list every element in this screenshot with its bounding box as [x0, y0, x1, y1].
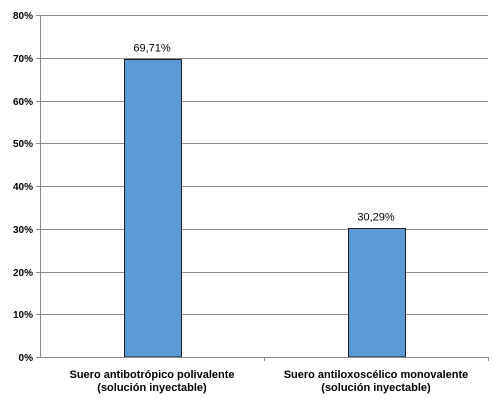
y-tick-label: 50%: [13, 139, 33, 150]
x-category-label: (solución inyectable): [97, 382, 207, 394]
x-axis: Suero antibotrópico polivalente(solución…: [40, 357, 489, 394]
grid: [40, 15, 488, 315]
data-labels: 69,71% 30,29%: [133, 43, 395, 224]
bars: [124, 59, 406, 358]
x-category-label: (solución inyectable): [321, 382, 431, 394]
data-label-1: 69,71%: [133, 43, 171, 55]
y-tick-label: 60%: [13, 97, 33, 108]
y-tick-label: 10%: [13, 310, 33, 321]
y-tick-label: 40%: [13, 182, 33, 193]
y-tick-label: 20%: [13, 268, 33, 279]
y-tick-label: 30%: [13, 225, 33, 236]
y-tick-label: 70%: [13, 54, 33, 65]
y-tick-label: 80%: [13, 11, 33, 22]
bar-2: [348, 228, 406, 358]
x-category-label: Suero antibotrópico polivalente: [69, 369, 234, 381]
y-axis: 0% 10% 20% 30% 40% 50% 60% 70% 80%: [13, 11, 41, 364]
x-category-label: Suero antiloxoscélico monovalente: [284, 369, 469, 381]
y-tick-label: 0%: [19, 353, 34, 364]
bar-1: [124, 59, 182, 358]
data-label-2: 30,29%: [357, 212, 395, 224]
